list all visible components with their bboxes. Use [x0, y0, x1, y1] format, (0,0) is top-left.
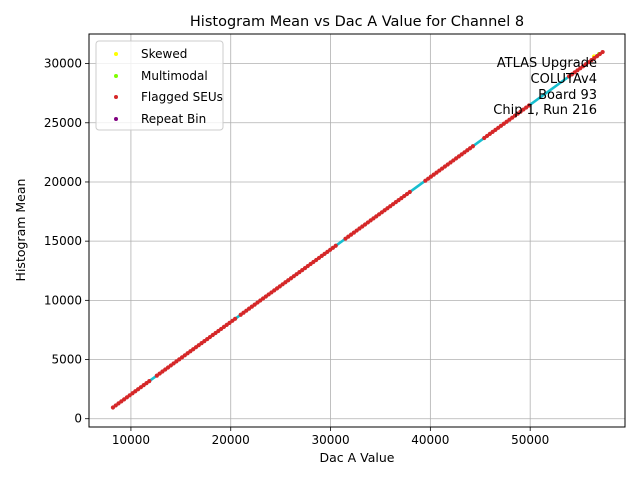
x-tick-label: 10000: [112, 433, 150, 447]
x-tick-label: 50000: [511, 433, 549, 447]
legend-label-flagged-seus: Flagged SEUs: [141, 90, 223, 104]
legend-label-skewed: Skewed: [141, 47, 187, 61]
flagged-seus-point: [526, 103, 532, 108]
annotation-line-3: Board 93: [538, 88, 597, 103]
annotation-line-1: ATLAS Upgrade: [497, 56, 597, 71]
x-tick-label: 40000: [411, 433, 449, 447]
annotation-line-2: COLUTAv4: [531, 72, 597, 87]
y-tick-label: 10000: [44, 293, 82, 307]
y-tick-label: 15000: [44, 234, 82, 248]
flagged-seus-point: [600, 49, 605, 55]
x-tick-label: 30000: [311, 433, 349, 447]
legend: Skewed Multimodal Flagged SEUs Repeat Bi…: [95, 40, 224, 131]
run-annotation: ATLAS Upgrade COLUTAv4 Board 93 Chip 1, …: [493, 56, 597, 118]
x-tick-label: 20000: [212, 433, 250, 447]
x-axis-label: Dac A Value: [320, 450, 395, 465]
y-tick-label: 20000: [44, 175, 82, 189]
y-tick-label: 25000: [44, 116, 82, 130]
flagged-seus-point: [333, 243, 338, 248]
plot-frame: [88, 33, 626, 428]
legend-marker-skewed: [114, 52, 118, 56]
flagged-seus-point: [233, 316, 238, 321]
y-tick-label: 5000: [51, 353, 82, 367]
legend-marker-multimodal: [114, 74, 118, 78]
flagged-seus-point: [470, 144, 475, 149]
y-tick-label: 0: [74, 412, 82, 426]
legend-label-repeat-bin: Repeat Bin: [141, 112, 206, 126]
annotation-line-4: Chip 1, Run 216: [493, 103, 597, 118]
flagged-seus-point: [147, 378, 152, 384]
legend-label-multimodal: Multimodal: [141, 69, 208, 83]
grid-lines: [89, 34, 625, 427]
ticks: 10000 20000 30000 40000 50000 0 5000 10000 15000…: [44, 57, 549, 447]
legend-marker-flagged-seus: [114, 95, 118, 99]
data-layer: [110, 49, 605, 410]
legend-box: [95, 40, 224, 131]
y-axis-label: Histogram Mean: [13, 179, 28, 282]
flagged-seus-point: [407, 189, 412, 195]
chart-title: Histogram Mean vs Dac A Value for Channe…: [190, 14, 524, 30]
y-tick-label: 30000: [44, 57, 82, 71]
legend-marker-repeat-bin: [114, 117, 118, 121]
